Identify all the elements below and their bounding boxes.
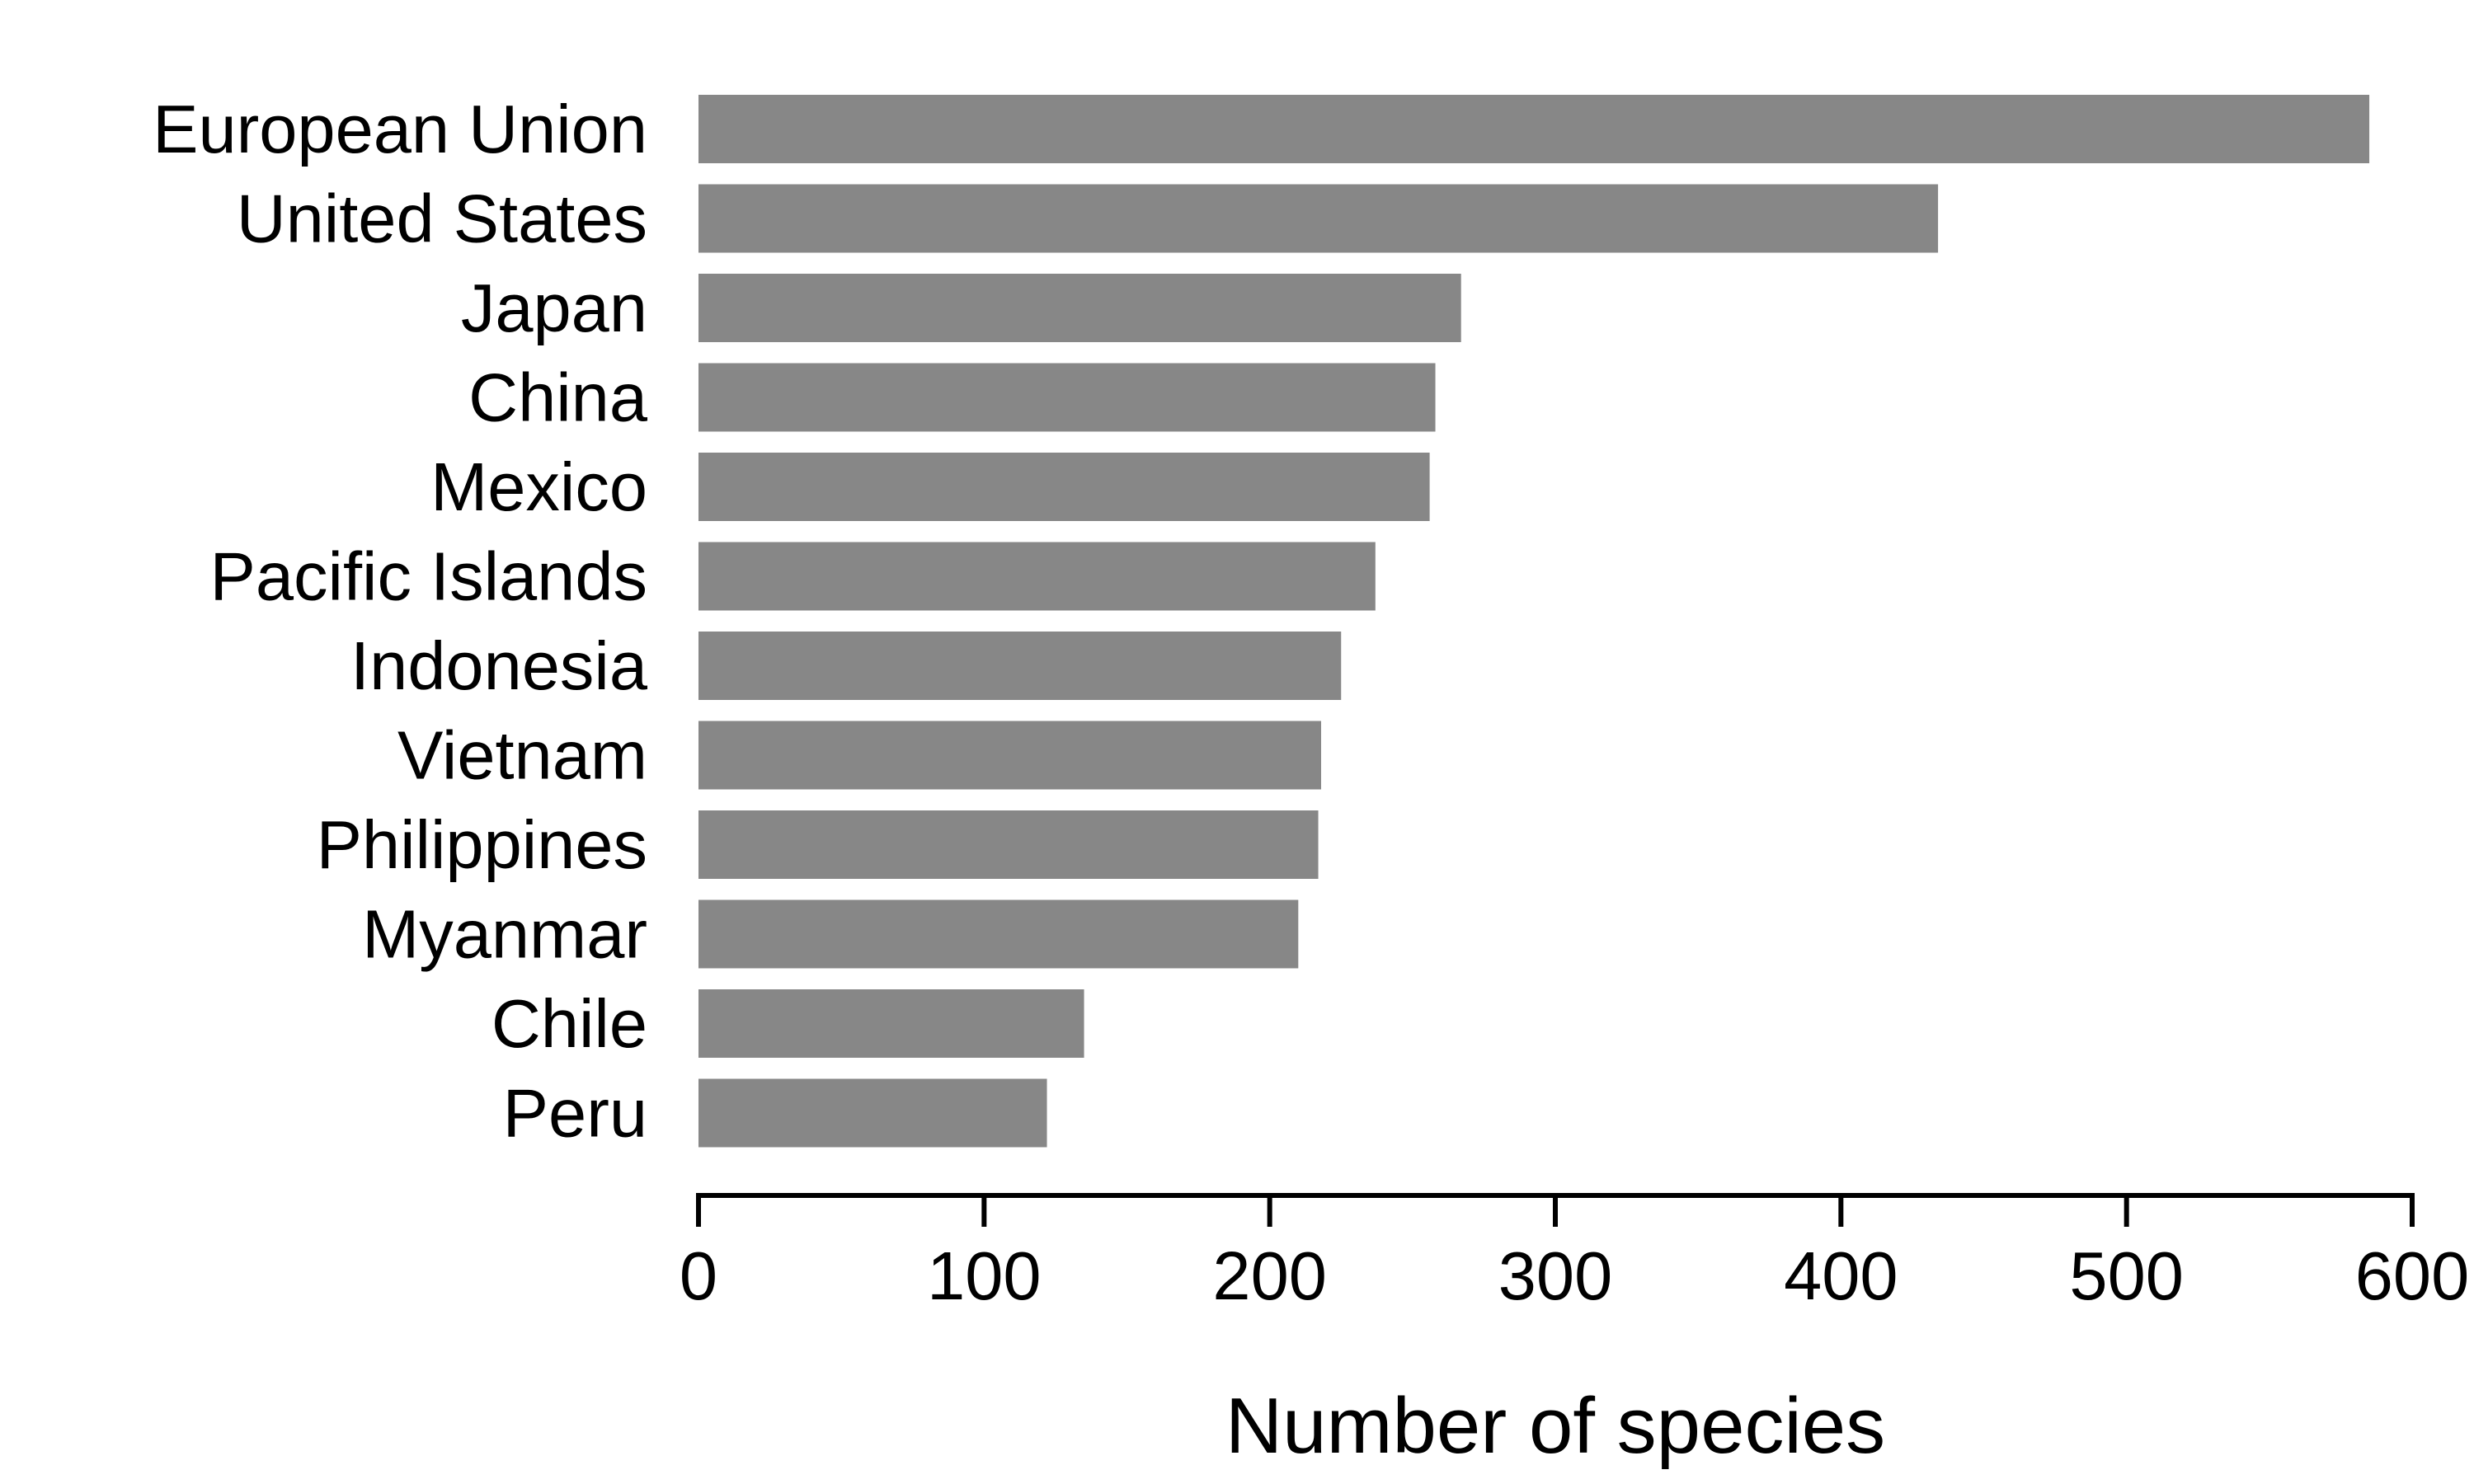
bar-philippines (698, 810, 1319, 879)
category-label-japan: Japan (461, 270, 647, 346)
category-label-united-states: United States (237, 181, 647, 257)
bar-peru (698, 1078, 1047, 1148)
x-axis-title: Number of species (1225, 1382, 1885, 1470)
bar-mexico (698, 453, 1430, 521)
x-tick-label-600: 600 (2355, 1237, 2469, 1314)
x-tick-label-400: 400 (1784, 1237, 1898, 1314)
x-tick-label-300: 300 (1498, 1237, 1612, 1314)
x-axis-ticks: 0 100 200 300 400 500 600 (680, 1195, 2469, 1314)
bar-european-union (698, 95, 2370, 163)
bar-indonesia (698, 632, 1342, 700)
category-label-myanmar: Myanmar (362, 896, 647, 973)
category-label-chile: Chile (492, 985, 647, 1062)
x-tick-label-500: 500 (2069, 1237, 2183, 1314)
bar-japan (698, 274, 1461, 342)
bars (698, 95, 2370, 1148)
x-tick-label-200: 200 (1212, 1237, 1326, 1314)
category-label-vietnam: Vietnam (397, 717, 647, 794)
bar-chile (698, 989, 1084, 1058)
category-label-philippines: Philippines (317, 806, 647, 883)
x-tick-label-100: 100 (927, 1237, 1041, 1314)
category-label-mexico: Mexico (430, 448, 647, 525)
category-label-peru: Peru (503, 1075, 647, 1152)
bar-pacific-islands (698, 542, 1376, 611)
category-label-china: China (468, 359, 648, 436)
category-label-european-union: European Union (153, 91, 647, 167)
bar-china (698, 363, 1436, 432)
bar-myanmar (698, 899, 1299, 969)
bar-vietnam (698, 721, 1322, 790)
category-labels: European Union United States Japan China Mex… (153, 91, 648, 1152)
bar-united-states (698, 184, 1939, 253)
x-tick-label-0: 0 (680, 1237, 717, 1314)
category-label-pacific-islands: Pacific Islands (209, 538, 647, 615)
x-axis: 0 100 200 300 400 500 600 (680, 1193, 2469, 1314)
category-label-indonesia: Indonesia (350, 627, 648, 704)
